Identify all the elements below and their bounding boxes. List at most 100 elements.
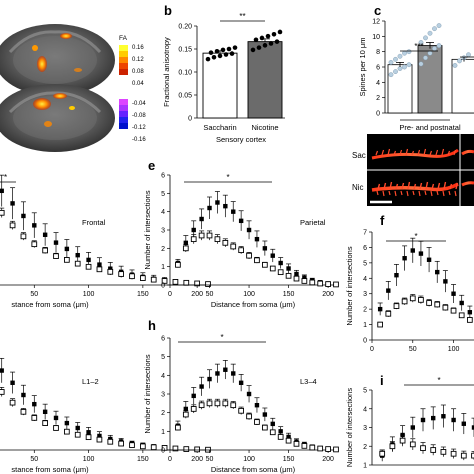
data-point-filled (86, 257, 91, 263)
data-point-open (301, 278, 308, 284)
y-axis-label: Number of intersections (345, 388, 354, 467)
data-point-open (129, 273, 135, 280)
y-tick-label: 6 (376, 65, 380, 72)
data-point-filled (0, 368, 4, 373)
data-point (397, 53, 403, 59)
data-point-open (466, 317, 473, 323)
data-point-open (150, 444, 157, 451)
x-axis-label: Distance from soma (μm) (211, 300, 296, 309)
spine (441, 148, 445, 156)
data-point-open (269, 265, 276, 272)
spine (417, 149, 421, 156)
data-point (432, 26, 437, 32)
chart-h-l3-4: 0 50 100 150 200 0 1 2 3 4 5 6 Number of intersectio… (143, 333, 339, 474)
colorbar-segment-negative (119, 99, 128, 105)
data-point-filled (286, 266, 291, 271)
data-point-open (293, 275, 300, 282)
data-point-open (53, 253, 59, 259)
data-point-open (262, 424, 268, 431)
y-tick-label: 3 (363, 425, 367, 432)
data-point-open (246, 413, 252, 420)
data-point (250, 47, 256, 53)
data-point (214, 49, 220, 54)
panel-letter-e: e (148, 158, 155, 173)
data-point-open (31, 241, 38, 248)
spine (400, 190, 403, 196)
colorbar-segment-positive (119, 45, 128, 51)
significance-label: * (4, 173, 7, 182)
y-tick-label: 0 (161, 448, 165, 455)
data-point (418, 40, 424, 45)
data-point-filled (431, 415, 436, 421)
colorbar-tick-label: -0.08 (132, 113, 146, 119)
y-tick-label: 1 (161, 264, 165, 271)
y-tick-label: 6 (161, 336, 165, 343)
y-tick-label: 0.05 (178, 93, 192, 100)
x-axis-label: stance from soma (μm) (11, 465, 89, 474)
data-point-open (301, 443, 308, 449)
colorbar-segment-negative (119, 111, 128, 117)
chart-b-fractional-anisotropy: 0 0.05 0.10 0.15 0.20 Fractional anisotropy Sa… (162, 12, 285, 144)
y-tick-label: 4 (363, 406, 367, 413)
data-point-filled (451, 291, 456, 296)
data-point-filled (191, 227, 196, 233)
data-point (406, 62, 412, 68)
data-point-filled (0, 188, 4, 194)
data-point (393, 56, 398, 62)
x-axis-label: stance from soma (μm) (11, 300, 89, 309)
data-point-open (471, 452, 474, 459)
data-point (393, 69, 398, 75)
colorbar-segment-positive (119, 57, 128, 63)
data-point-filled (42, 232, 48, 237)
y-tick-label: 0 (188, 116, 192, 123)
data-point (271, 31, 277, 37)
spine (424, 190, 427, 196)
data-point-open (9, 222, 16, 229)
data-point (217, 53, 223, 59)
data-point-filled (402, 256, 407, 261)
data-point-filled (32, 223, 37, 228)
spine (411, 150, 415, 156)
data-point (232, 45, 238, 50)
y-tick-label: 10 (372, 34, 380, 41)
significance-label: * (437, 376, 440, 385)
colorbar-tick-label: 0.16 (132, 45, 144, 51)
x-tick-label: 100 (448, 346, 460, 353)
x-axis-label: Distance from soma (μm) (211, 465, 296, 474)
x-tick-label: 0 (370, 346, 374, 353)
data-point-filled (97, 262, 102, 267)
y-tick-label: 0 (376, 111, 380, 118)
data-point (423, 35, 428, 41)
spine (401, 182, 405, 190)
data-point-filled (262, 412, 268, 417)
y-tick-label: 0.10 (178, 70, 192, 77)
x-tick-label: 200 (191, 291, 203, 298)
data-point-open (285, 437, 292, 444)
data-point-filled (238, 380, 244, 385)
data-point-open (129, 442, 135, 448)
data-point-filled (21, 392, 26, 398)
data-point-filled (467, 310, 473, 315)
y-tick-label: 4 (376, 80, 380, 87)
data-point-open (333, 446, 339, 453)
data-point-open (74, 260, 81, 267)
data-point-open (64, 428, 70, 435)
data-point-filled (278, 429, 283, 434)
data-point-open (205, 281, 211, 287)
data-point-filled (231, 209, 236, 214)
y-tick-label: 2 (363, 444, 367, 451)
data-point-filled (86, 430, 91, 435)
x-tick-label: 150 (283, 291, 295, 298)
data-point (418, 61, 424, 67)
data-point-filled (302, 275, 307, 280)
data-point-open (450, 450, 457, 457)
data-point (253, 37, 259, 43)
data-point (208, 50, 214, 55)
x-tick-label: 150 (137, 456, 149, 463)
data-point-open (317, 280, 324, 287)
data-point-open (409, 295, 416, 302)
data-point-filled (435, 269, 440, 275)
data-point-open (440, 449, 447, 455)
